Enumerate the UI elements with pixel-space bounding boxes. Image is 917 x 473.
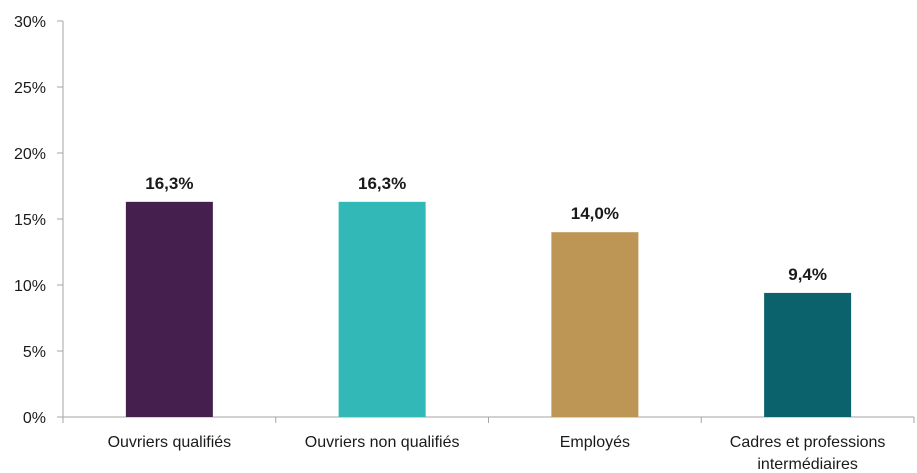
category-label: Employés (560, 434, 630, 451)
bar (764, 292, 852, 417)
bar (125, 201, 213, 417)
data-label: 16,3% (358, 174, 406, 193)
category-label: Cadres et professions (730, 434, 886, 451)
data-label: 14,0% (571, 204, 619, 223)
bar (338, 201, 426, 417)
category-label: Ouvriers qualifiés (108, 434, 232, 451)
y-tick-label: 10% (14, 278, 46, 295)
y-tick-label: 20% (14, 146, 46, 163)
y-tick-label: 25% (14, 80, 46, 97)
y-tick-label: 5% (23, 344, 46, 361)
category-label: Ouvriers non qualifiés (305, 434, 460, 451)
labels: 16,3% Ouvriers qualifiés 16,3% Ouvriers non… (108, 174, 886, 473)
data-label: 9,4% (788, 265, 827, 284)
bars (125, 201, 852, 417)
category-label: intermédiaires (757, 456, 857, 473)
y-tick-label: 15% (14, 212, 46, 229)
y-tick-label: 30% (14, 14, 46, 31)
bar (551, 232, 639, 417)
y-tick-label: 0% (23, 410, 46, 427)
data-label: 16,3% (145, 174, 193, 193)
